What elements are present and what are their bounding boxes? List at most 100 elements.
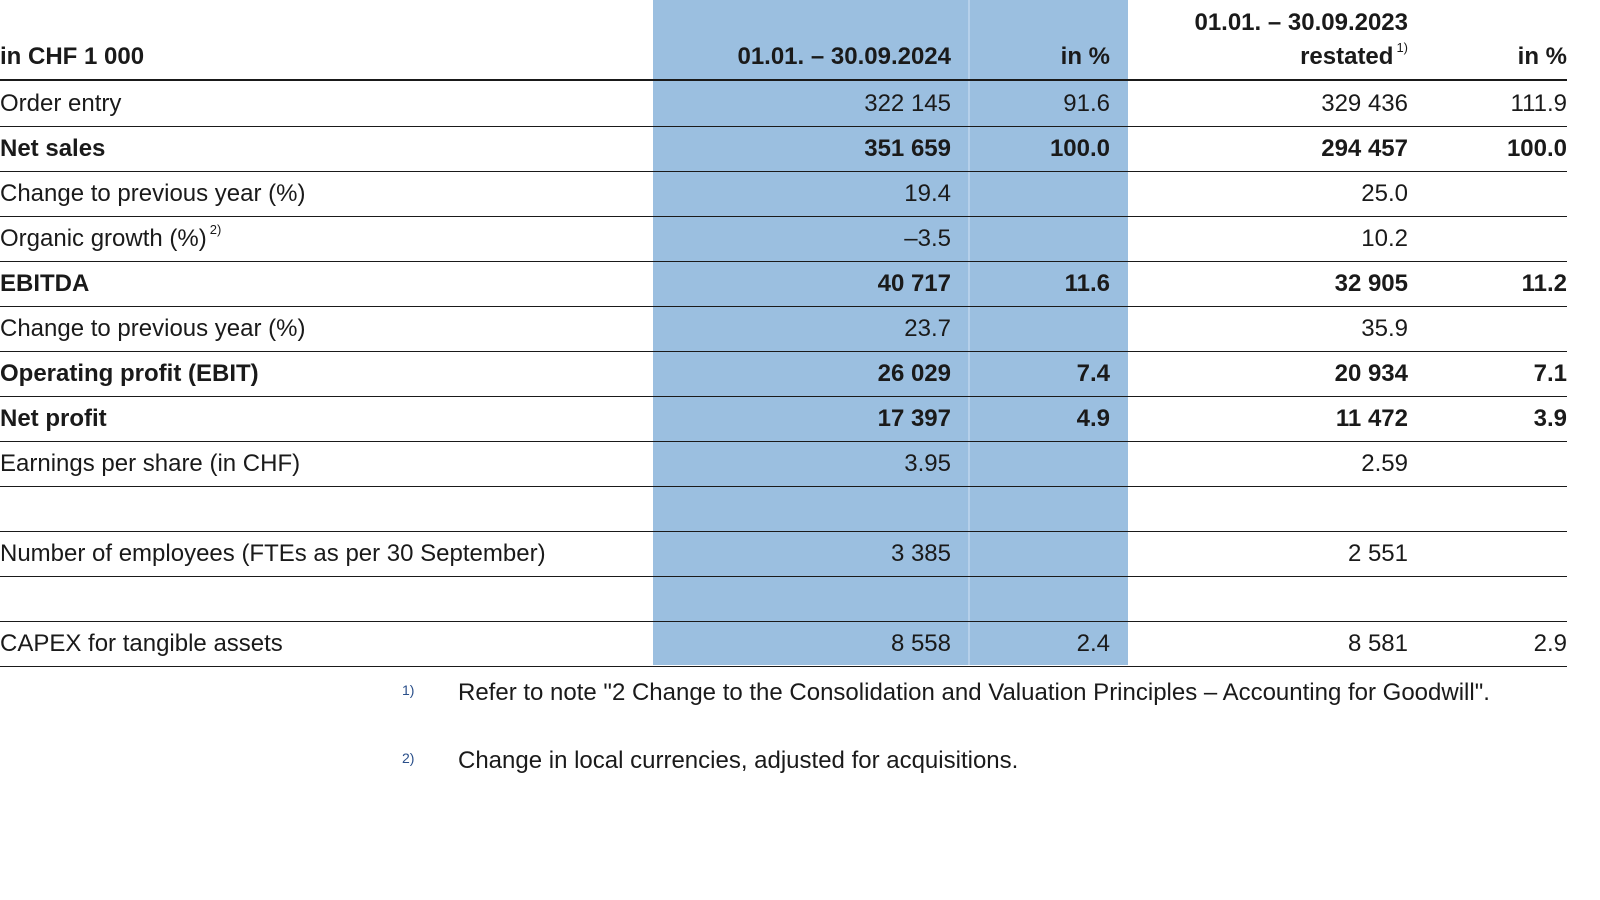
- value-2023-text: 10.2: [1361, 225, 1408, 252]
- value-2023: 8 581: [1150, 621, 1408, 666]
- pct-2023-text: 7.1: [1533, 360, 1567, 387]
- header-unit: in CHF 1 000: [0, 43, 145, 70]
- pct-2024: [990, 531, 1110, 576]
- footnote-2-text: Change in local currencies, adjusted for…: [458, 747, 1019, 774]
- pct-2023-text: 111.9: [1510, 90, 1568, 117]
- value-2024-text: 3 385: [890, 540, 951, 567]
- value-2024: 17 397: [700, 396, 951, 441]
- pct-2023-text: 2.9: [1533, 630, 1567, 657]
- value-2024-text: 17 397: [877, 405, 951, 432]
- pct-2024: 7.4: [990, 351, 1110, 396]
- row-footnote-marker: 2): [209, 222, 222, 237]
- header-period-2024: 01.01. – 30.09.2024: [737, 43, 951, 70]
- table-row: EBITDA 40 717 11.6 32 905 11.2: [0, 261, 1567, 307]
- row-label-text: Order entry: [0, 90, 122, 117]
- value-2024-text: 3.95: [904, 450, 951, 477]
- value-2023: 32 905: [1150, 261, 1408, 306]
- value-2023-text: 8 581: [1347, 630, 1408, 657]
- pct-2024: 4.9: [990, 396, 1110, 441]
- table-row: Order entry 322 145 91.6 329 436 111.9: [0, 81, 1567, 127]
- pct-2023: 3.9: [1450, 396, 1567, 441]
- header-restated: restated 1): [1150, 40, 1408, 74]
- pct-2023: [1450, 171, 1567, 216]
- row-label: Change to previous year (%): [0, 171, 305, 216]
- header-period-2023: 01.01. – 30.09.2023: [1194, 9, 1408, 36]
- header-pct-2024: in %: [1060, 43, 1110, 70]
- value-2024: 26 029: [700, 351, 951, 396]
- pct-2023-text: 11.2: [1521, 270, 1567, 297]
- value-2024: 40 717: [700, 261, 951, 306]
- pct-2024-text: 2.4: [1076, 630, 1110, 657]
- value-2023-text: 35.9: [1361, 315, 1408, 342]
- value-2023-text: 2.59: [1361, 450, 1408, 477]
- header-restated-footnote: 1): [1396, 40, 1408, 55]
- highlight-column-2024: [653, 0, 1128, 665]
- value-2024-text: 8 558: [890, 630, 951, 657]
- pct-2024: 91.6: [990, 81, 1110, 126]
- value-2024: –3.5: [700, 216, 951, 261]
- value-2024-text: 23.7: [904, 315, 951, 342]
- value-2023-text: 32 905: [1334, 270, 1408, 297]
- table-row: Change to previous year (%) 19.4 25.0: [0, 171, 1567, 217]
- header-pct-2023: in %: [1517, 43, 1567, 70]
- pct-2023: 2.9: [1450, 621, 1567, 666]
- row-label: Operating profit (EBIT): [0, 351, 259, 396]
- table-row: [0, 486, 1567, 532]
- row-label: Number of employees (FTEs as per 30 Sept…: [0, 531, 546, 576]
- pct-2024-text: 100.0: [1049, 135, 1110, 162]
- value-2024: 8 558: [700, 621, 951, 666]
- value-2023: [1150, 576, 1408, 621]
- pct-2023-text: 100.0: [1506, 135, 1567, 162]
- highlight-column-divider: [968, 0, 970, 665]
- pct-2023: [1450, 216, 1567, 261]
- pct-2023: 11.2: [1450, 261, 1567, 306]
- row-label-text: CAPEX for tangible assets: [0, 630, 283, 657]
- value-2023-text: 25.0: [1361, 180, 1408, 207]
- pct-2023: 7.1: [1450, 351, 1567, 396]
- value-2023: 2 551: [1150, 531, 1408, 576]
- row-label: Net sales: [0, 126, 105, 171]
- row-label-text: Net sales: [0, 135, 106, 162]
- row-label-text: Organic growth (%): [0, 225, 207, 252]
- value-2023: 329 436: [1150, 81, 1408, 126]
- pct-2024: [990, 171, 1110, 216]
- value-2023-text: 11 472: [1335, 405, 1408, 432]
- value-2024: 19.4: [700, 171, 951, 216]
- pct-2024: [990, 441, 1110, 486]
- value-2023-text: 20 934: [1334, 360, 1408, 387]
- row-label: CAPEX for tangible assets: [0, 621, 283, 666]
- pct-2024-text: 7.4: [1076, 360, 1110, 387]
- pct-2024-text: 91.6: [1063, 90, 1110, 117]
- value-2023: 35.9: [1150, 306, 1408, 351]
- pct-2024-text: 4.9: [1076, 405, 1110, 432]
- value-2024: 3.95: [700, 441, 951, 486]
- value-2023: [1150, 486, 1408, 531]
- value-2024: 322 145: [700, 81, 951, 126]
- row-label: Organic growth (%) 2): [0, 216, 221, 261]
- row-label-text: Change to previous year (%): [0, 180, 306, 207]
- value-2024: 351 659: [700, 126, 951, 171]
- pct-2024: [990, 216, 1110, 261]
- pct-2023: 100.0: [1450, 126, 1567, 171]
- value-2024-text: 40 717: [877, 270, 951, 297]
- value-2024: [700, 486, 951, 531]
- value-2023: 2.59: [1150, 441, 1408, 486]
- value-2024: 3 385: [700, 531, 951, 576]
- row-label: Order entry: [0, 81, 121, 126]
- row-label-text: Number of employees (FTEs as per 30 Sept…: [0, 540, 546, 567]
- pct-2023: [1450, 576, 1567, 621]
- row-label-text: Net profit: [0, 405, 107, 432]
- table-row: Net profit 17 397 4.9 11 472 3.9: [0, 396, 1567, 442]
- row-label: EBITDA: [0, 261, 89, 306]
- value-2024: 23.7: [700, 306, 951, 351]
- value-2024-text: –3.5: [904, 225, 951, 252]
- table-row: [0, 576, 1567, 622]
- row-label: Earnings per share (in CHF): [0, 441, 300, 486]
- pct-2024: 100.0: [990, 126, 1110, 171]
- value-2023-text: 2 551: [1347, 540, 1408, 567]
- row-label-text: Operating profit (EBIT): [0, 360, 259, 387]
- header-restated-label: restated: [1300, 43, 1394, 70]
- value-2023: 294 457: [1150, 126, 1408, 171]
- table-header-row: in CHF 1 000 01.01. – 30.09.2024 in % 01…: [0, 0, 1567, 81]
- pct-2024: [990, 486, 1110, 531]
